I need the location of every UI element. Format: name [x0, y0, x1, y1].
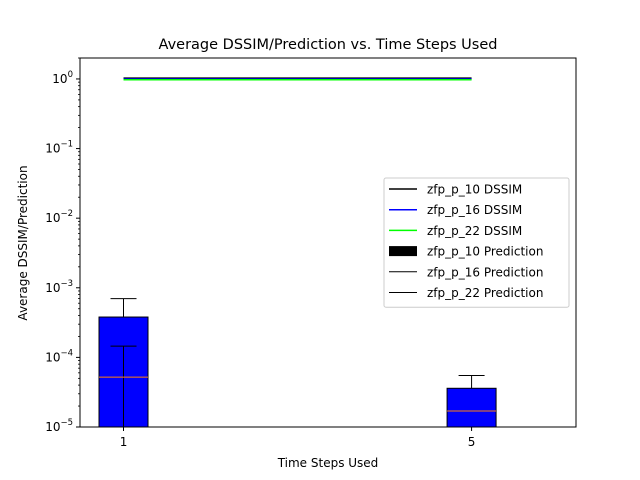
x-tick-label: 1 [120, 435, 128, 449]
legend-label: zfp_p_16 Prediction [427, 265, 543, 279]
legend-patch-swatch [389, 246, 417, 257]
y-axis-label: Average DSSIM/Prediction [16, 165, 30, 320]
legend-label: zfp_p_10 Prediction [427, 245, 543, 259]
legend: zfp_p_10 DSSIM zfp_p_16 DSSIM zfp_p_22 DSS… [383, 177, 570, 308]
legend-label: zfp_p_10 DSSIM [427, 183, 522, 197]
prediction-bar [446, 387, 497, 428]
plot-area [98, 77, 497, 428]
legend-box [383, 177, 570, 308]
x-axis-label: Time Steps Used [277, 456, 379, 470]
legend-label: zfp_p_22 Prediction [427, 286, 543, 300]
x-tick-label: 5 [468, 435, 476, 449]
legend-label: zfp_p_16 DSSIM [427, 203, 522, 217]
legend-label: zfp_p_22 DSSIM [427, 224, 522, 238]
chart-title: Average DSSIM/Prediction vs. Time Steps … [159, 37, 498, 53]
axes-frame [79, 57, 577, 428]
